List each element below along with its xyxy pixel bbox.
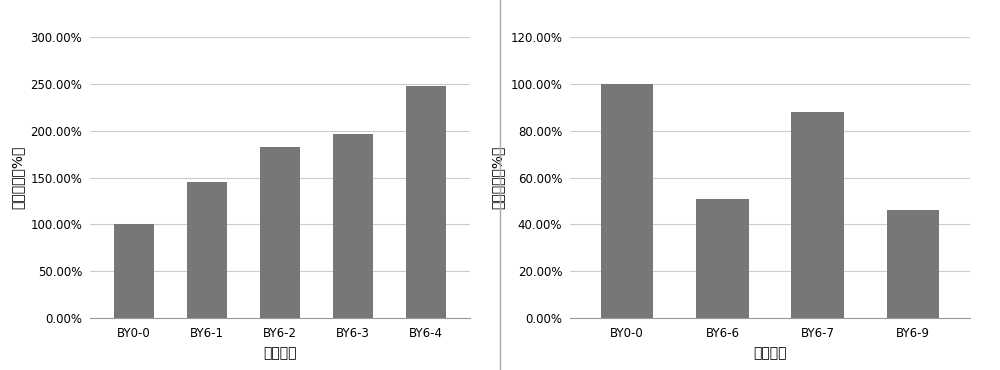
Bar bbox=[187, 182, 227, 318]
X-axis label: 样品编号: 样品编号 bbox=[263, 346, 297, 360]
Bar bbox=[333, 134, 373, 318]
Bar bbox=[696, 199, 749, 318]
Bar bbox=[114, 225, 154, 318]
Y-axis label: 相对活性（%）: 相对活性（%） bbox=[491, 146, 505, 209]
Bar bbox=[791, 112, 844, 318]
Y-axis label: 相对活性（%）: 相对活性（%） bbox=[11, 146, 25, 209]
X-axis label: 样品编号: 样品编号 bbox=[753, 346, 787, 360]
Bar bbox=[887, 211, 939, 318]
Bar bbox=[406, 86, 446, 318]
Bar bbox=[601, 84, 653, 318]
Bar bbox=[260, 147, 300, 318]
